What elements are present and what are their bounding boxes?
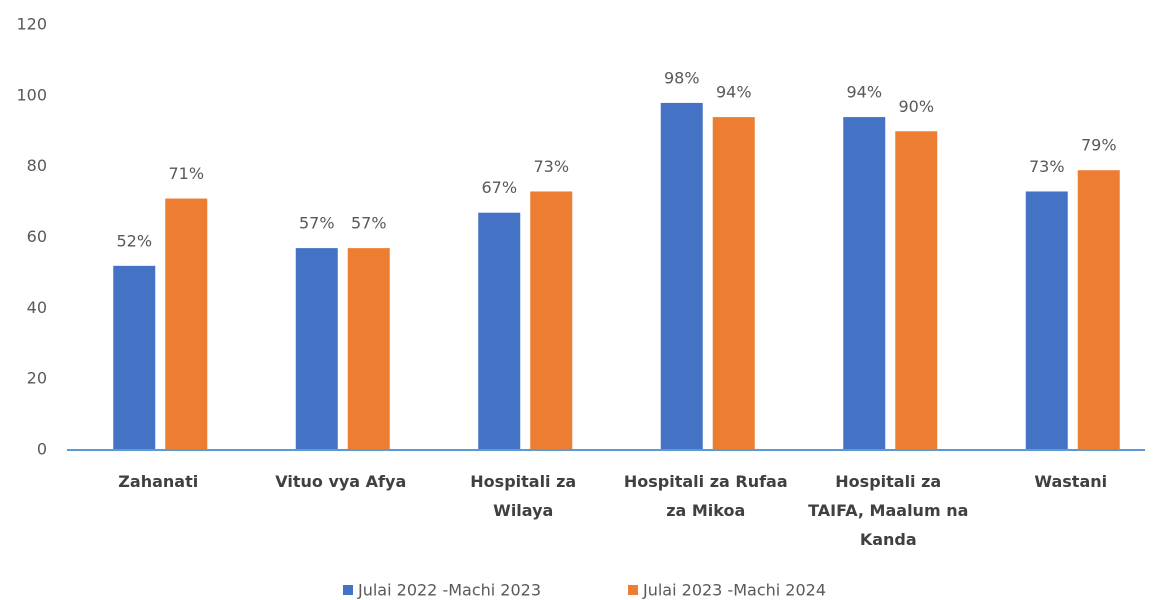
x-tick-label: Hospitali za Rufaa za Mikoa xyxy=(624,472,788,520)
y-tick-label: 100 xyxy=(16,85,47,104)
x-tick-label: Zahanati xyxy=(118,472,198,491)
x-tick-label: Hospitali za TAIFA, Maalum na Kanda xyxy=(808,472,968,549)
data-label: 90% xyxy=(898,97,934,116)
bar xyxy=(478,212,521,450)
data-label: 73% xyxy=(533,157,569,176)
bar xyxy=(843,117,886,450)
y-tick-label: 0 xyxy=(37,440,47,459)
bar xyxy=(895,131,938,450)
y-tick-label: 40 xyxy=(27,298,47,317)
y-tick-label: 80 xyxy=(27,156,47,175)
legend-label: Julai 2023 -Machi 2024 xyxy=(642,581,826,600)
bar xyxy=(1077,170,1120,451)
bar xyxy=(347,248,390,450)
bar xyxy=(295,248,338,450)
legend-label: Julai 2022 -Machi 2023 xyxy=(357,581,541,600)
bar xyxy=(712,117,755,450)
data-label: 57% xyxy=(351,214,387,233)
data-label: 71% xyxy=(168,164,204,183)
data-label: 67% xyxy=(481,178,517,197)
data-label: 73% xyxy=(1029,157,1065,176)
data-label: 52% xyxy=(116,231,152,250)
data-label: 94% xyxy=(716,83,752,102)
bar xyxy=(113,265,156,450)
data-label: 79% xyxy=(1081,136,1117,155)
y-tick-label: 120 xyxy=(16,15,47,34)
x-tick-label: Wastani xyxy=(1034,472,1107,491)
bar xyxy=(1025,191,1068,451)
bar xyxy=(530,191,573,451)
y-tick-label: 60 xyxy=(27,227,47,246)
legend-swatch xyxy=(628,585,638,595)
x-tick-label: Vituo vya Afya xyxy=(275,472,406,491)
y-tick-label: 20 xyxy=(27,369,47,388)
data-label: 98% xyxy=(664,68,700,87)
data-label: 57% xyxy=(299,214,335,233)
bar xyxy=(660,102,703,451)
data-label: 94% xyxy=(846,83,882,102)
legend-swatch xyxy=(343,585,353,595)
x-tick-label: Hospitali za Wilaya xyxy=(470,472,576,520)
bar xyxy=(165,198,208,450)
